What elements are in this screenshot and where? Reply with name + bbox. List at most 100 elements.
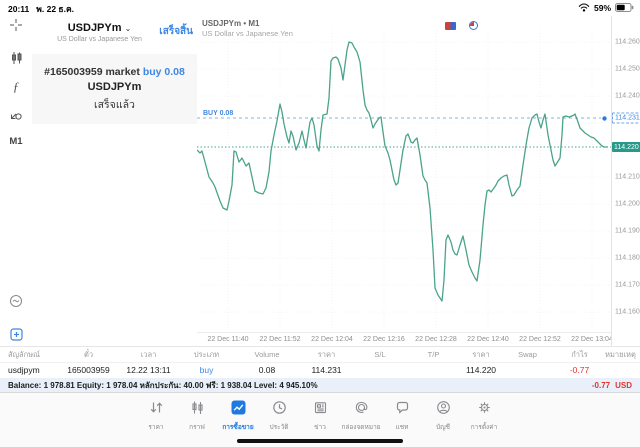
column-header: เวลา xyxy=(140,349,157,359)
chart-title: USDJPYm • M1 xyxy=(202,19,260,28)
column-header: T/P xyxy=(427,350,440,359)
status-indicators: 59% xyxy=(578,3,634,13)
account-summary-text: Balance: 1 978.81 Equity: 1 978.04 หลักป… xyxy=(8,381,318,390)
calendar-events xyxy=(445,21,478,30)
tab-label: การซื้อขาย xyxy=(222,424,254,431)
row-cell: 114.220 xyxy=(465,365,497,375)
trade-panel: USDJPYm ⌄ US Dollar vs Japanese Yen เสร็… xyxy=(32,16,198,346)
trade-chart-icon xyxy=(231,400,246,420)
crosshair-icon[interactable] xyxy=(0,18,32,37)
settings-gear-icon xyxy=(477,400,492,420)
timeframe-button[interactable]: M1 xyxy=(9,136,23,147)
total-profit: -0.77 USD xyxy=(592,381,632,390)
status-time-date: 20:11 พ. 22 ธ.ค. xyxy=(8,2,74,16)
positions-table: สัญลักษณ์ ตั๋ว เวลา ประเภท Volume ราคา S/L T/P ร… xyxy=(0,346,640,393)
price-tick: 114.160 xyxy=(615,308,640,316)
chart-subtitle: US Dollar vs Japanese Yen xyxy=(202,29,293,38)
time-tick: 22 Dec 12:52 xyxy=(519,336,561,343)
price-chart[interactable]: BUY 0.08 xyxy=(197,30,612,330)
symbol-selector[interactable]: USDJPYm ⌄ xyxy=(32,22,167,34)
tab-arrows-updown[interactable]: ราคา xyxy=(136,400,177,432)
candlestick-chart-icon xyxy=(190,400,205,420)
tab-label: ข่าว xyxy=(314,424,326,431)
row-cell: 114.231 xyxy=(311,365,342,375)
battery-percent: 59% xyxy=(593,2,611,13)
buy-line-label: BUY 0.08 xyxy=(203,110,233,117)
event-flag-icon[interactable] xyxy=(445,21,456,30)
column-header: ราคา xyxy=(472,349,490,359)
wifi-icon xyxy=(578,3,590,12)
row-cell: 0.08 xyxy=(258,365,276,375)
done-button[interactable]: เสร็จสิ้น xyxy=(159,26,193,37)
account-person-icon xyxy=(436,400,451,420)
price-tick: 114.170 xyxy=(615,281,640,289)
tab-settings-gear[interactable]: การตั้งค่า xyxy=(464,400,505,432)
event-clock-icon[interactable] xyxy=(469,21,478,30)
position-marker-icon xyxy=(602,116,607,121)
tab-chat-bubble[interactable]: แชท xyxy=(382,400,423,432)
tab-candlestick-chart[interactable]: กราฟ xyxy=(177,400,218,432)
indicators-icon[interactable]: ƒ xyxy=(12,79,20,94)
tab-history-clock[interactable]: ประวัติ xyxy=(259,400,300,432)
time-tick: 22 Dec 12:16 xyxy=(363,336,405,343)
column-header: หมายเหตุ xyxy=(605,349,636,359)
row-cell: buy xyxy=(199,365,214,375)
mailbox-at-icon xyxy=(354,400,369,420)
price-tick: 114.260 xyxy=(615,38,640,46)
row-cell: -0.77 xyxy=(569,365,590,375)
tab-bar: ราคา กราฟ การซื้อขาย ประวัติ ข่าว กล่องจดหมาย… xyxy=(0,392,640,447)
history-clock-icon xyxy=(272,400,287,420)
current-price-badge: 114.220 xyxy=(612,142,640,152)
tab-news[interactable]: ข่าว xyxy=(300,400,341,432)
time-tick: 22 Dec 13:04 xyxy=(571,336,613,343)
time-axis: 22 Dec 11:40 22 Dec 11:52 22 Dec 12:04 22 D… xyxy=(197,332,613,346)
column-header: ประเภท xyxy=(193,349,220,359)
tab-account-person[interactable]: บัญชี xyxy=(423,400,464,432)
candlesticks-icon[interactable] xyxy=(0,51,32,70)
order-result-line: #165003959 market buy 0.08 xyxy=(44,66,185,78)
time-tick: 22 Dec 12:28 xyxy=(415,336,457,343)
status-bar: 20:11 พ. 22 ธ.ค. 59% xyxy=(0,0,640,16)
price-tick: 114.210 xyxy=(615,173,640,181)
tab-mailbox-at[interactable]: กล่องจดหมาย xyxy=(341,400,382,432)
total-profit-value: -0.77 xyxy=(591,381,611,390)
tab-label: ประวัติ xyxy=(269,424,289,431)
time-tick: 22 Dec 11:52 xyxy=(259,336,301,343)
position-row[interactable]: usdjpym 165003959 12.22 13:11 buy 0.08 114.23… xyxy=(0,362,640,379)
column-header: ตั๋ว xyxy=(83,349,94,359)
order-number: #165003959 market xyxy=(44,65,140,78)
arrows-updown-icon xyxy=(149,400,164,420)
objects-icon[interactable] xyxy=(0,107,32,126)
workspace: ƒ M1 USDJPYm ⌄ US Dollar vs Japanese Yen… xyxy=(0,16,640,346)
column-header: ราคา xyxy=(317,349,336,359)
buy-price-badge: 114.231 xyxy=(612,112,640,124)
price-tick: 114.180 xyxy=(615,254,640,262)
column-header: Volume xyxy=(254,350,280,359)
price-tick: 114.190 xyxy=(615,227,640,235)
status-date: พ. 22 ธ.ค. xyxy=(36,4,75,14)
status-time: 20:11 xyxy=(8,4,30,14)
time-tick: 22 Dec 11:40 xyxy=(207,336,249,343)
new-window-icon[interactable] xyxy=(0,328,32,346)
total-profit-currency: USD xyxy=(615,381,632,390)
order-notification: #165003959 market buy 0.08 USDJPYm เสร็จ… xyxy=(32,54,197,124)
chart-panel[interactable]: USDJPYm • M1 US Dollar vs Japanese Yen B… xyxy=(197,16,613,346)
tab-label: กล่องจดหมาย xyxy=(341,424,381,431)
account-summary-row: Balance: 1 978.81 Equity: 1 978.04 หลักป… xyxy=(0,378,640,393)
time-tick: 22 Dec 12:04 xyxy=(311,336,353,343)
tab-label: แชท xyxy=(395,424,409,431)
news-icon xyxy=(313,400,328,420)
column-header: สัญลักษณ์ xyxy=(8,349,41,359)
tab-trade-chart[interactable]: การซื้อขาย xyxy=(218,400,259,432)
battery-icon xyxy=(615,3,634,12)
home-indicator[interactable] xyxy=(237,439,403,443)
quick-trade-icon[interactable] xyxy=(0,294,32,313)
order-status: เสร็จแล้ว xyxy=(94,98,135,111)
row-cell: 165003959 xyxy=(67,365,110,375)
symbol-name: USDJPYm xyxy=(67,22,122,34)
symbol-description: US Dollar vs Japanese Yen xyxy=(57,36,142,43)
order-symbol: USDJPYm xyxy=(87,80,142,93)
chevron-down-icon: ⌄ xyxy=(124,24,132,33)
row-cell: 12.22 13:11 xyxy=(126,365,171,375)
